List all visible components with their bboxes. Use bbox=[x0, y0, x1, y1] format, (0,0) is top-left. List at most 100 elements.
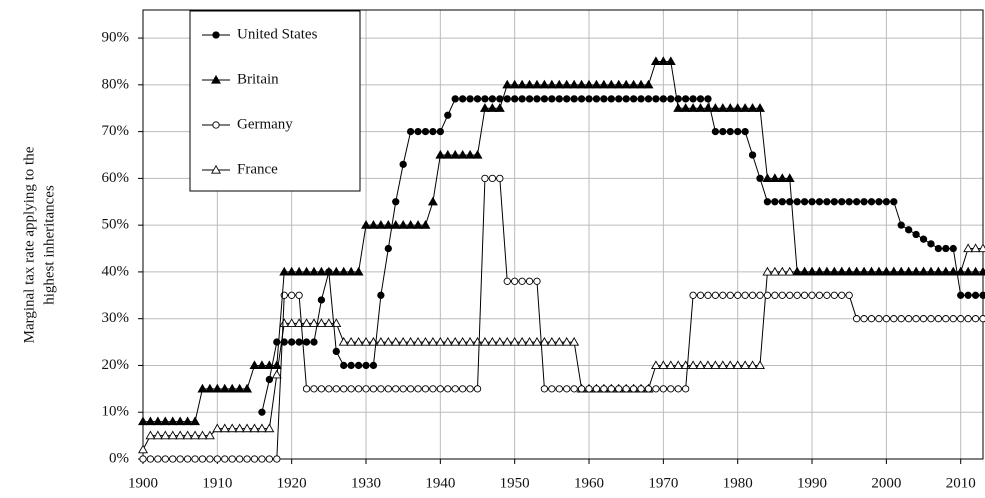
marker bbox=[250, 455, 259, 463]
marker bbox=[211, 74, 221, 84]
marker bbox=[288, 338, 296, 346]
marker bbox=[212, 31, 220, 39]
marker bbox=[873, 266, 884, 276]
marker bbox=[175, 430, 186, 440]
marker bbox=[369, 385, 378, 393]
marker bbox=[860, 198, 868, 206]
marker bbox=[652, 385, 660, 393]
marker bbox=[695, 360, 706, 370]
y-tick-label: 80% bbox=[102, 76, 130, 92]
marker bbox=[658, 56, 669, 66]
marker bbox=[613, 79, 624, 89]
legend: United States Britain Germany France bbox=[189, 10, 361, 192]
marker bbox=[903, 266, 914, 276]
marker bbox=[279, 318, 290, 327]
marker bbox=[919, 315, 928, 323]
marker bbox=[622, 385, 630, 393]
marker bbox=[487, 103, 498, 112]
marker bbox=[971, 291, 980, 299]
marker bbox=[390, 336, 401, 346]
marker bbox=[204, 383, 215, 393]
marker bbox=[808, 198, 816, 206]
marker bbox=[659, 95, 668, 103]
marker bbox=[340, 361, 348, 370]
marker bbox=[450, 336, 461, 346]
marker bbox=[569, 336, 580, 346]
marker bbox=[561, 79, 572, 89]
marker bbox=[859, 266, 870, 276]
marker bbox=[242, 383, 253, 393]
marker bbox=[674, 95, 682, 103]
marker bbox=[346, 336, 357, 346]
marker bbox=[354, 385, 363, 393]
marker bbox=[310, 338, 318, 346]
marker bbox=[912, 230, 920, 239]
marker bbox=[206, 455, 214, 463]
series-line bbox=[142, 248, 983, 450]
marker bbox=[688, 360, 699, 370]
marker bbox=[682, 95, 690, 103]
marker bbox=[717, 103, 728, 112]
marker bbox=[852, 315, 861, 323]
marker bbox=[160, 430, 171, 440]
marker bbox=[748, 291, 757, 299]
marker bbox=[808, 291, 816, 299]
marker bbox=[629, 95, 638, 103]
marker bbox=[747, 360, 758, 370]
marker bbox=[451, 95, 459, 103]
marker bbox=[392, 385, 400, 393]
marker bbox=[934, 244, 943, 253]
marker bbox=[979, 315, 985, 323]
marker bbox=[488, 174, 497, 183]
marker bbox=[756, 291, 764, 299]
marker bbox=[978, 266, 985, 276]
marker bbox=[592, 385, 601, 393]
marker bbox=[212, 383, 223, 393]
marker bbox=[265, 455, 274, 463]
marker bbox=[786, 291, 794, 299]
marker bbox=[814, 266, 825, 276]
marker bbox=[429, 127, 437, 136]
marker bbox=[755, 103, 765, 112]
marker bbox=[659, 385, 668, 393]
marker bbox=[152, 416, 163, 426]
marker bbox=[807, 266, 818, 276]
marker bbox=[591, 79, 602, 89]
marker bbox=[212, 121, 220, 129]
marker bbox=[384, 244, 392, 253]
marker bbox=[927, 315, 935, 323]
marker bbox=[338, 336, 349, 346]
marker bbox=[838, 198, 846, 206]
marker bbox=[301, 318, 312, 327]
marker bbox=[598, 79, 609, 89]
marker bbox=[450, 149, 461, 159]
marker bbox=[377, 291, 385, 299]
marker bbox=[577, 385, 586, 393]
marker bbox=[732, 103, 743, 112]
marker bbox=[925, 266, 936, 276]
marker bbox=[384, 385, 392, 393]
marker bbox=[502, 79, 513, 89]
marker bbox=[518, 277, 526, 285]
marker bbox=[836, 266, 847, 276]
x-tick-label: 1960 bbox=[574, 475, 604, 491]
marker bbox=[740, 360, 751, 370]
marker bbox=[711, 127, 720, 136]
marker bbox=[301, 266, 312, 276]
marker bbox=[176, 455, 184, 463]
marker bbox=[457, 336, 468, 346]
marker bbox=[875, 198, 883, 206]
marker bbox=[436, 385, 444, 393]
marker bbox=[256, 423, 267, 433]
marker bbox=[465, 336, 476, 346]
legend-label: France bbox=[237, 161, 278, 177]
marker bbox=[607, 95, 615, 103]
marker bbox=[496, 95, 504, 103]
marker bbox=[154, 455, 162, 463]
marker bbox=[971, 315, 980, 323]
marker bbox=[734, 291, 742, 299]
marker bbox=[175, 416, 186, 426]
marker bbox=[405, 220, 416, 229]
marker bbox=[509, 79, 520, 89]
marker bbox=[280, 338, 288, 346]
